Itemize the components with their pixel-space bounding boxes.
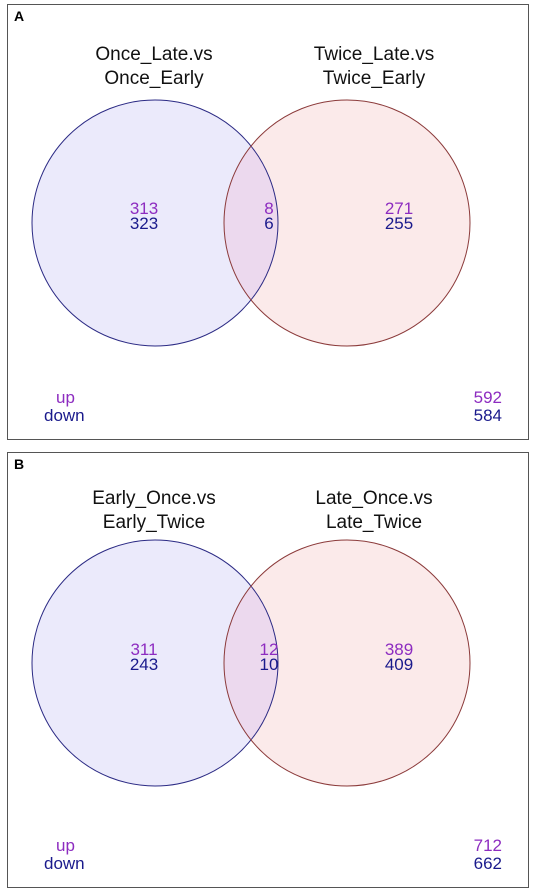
left-set-label-line1: Early_Once.vs: [92, 488, 216, 509]
venn-panel-a: A Once_Late.vs Once_Early Twice_Late.vs …: [7, 4, 529, 440]
right-set-label-line2: Late_Twice: [325, 512, 423, 533]
left-set-outline: [31, 99, 279, 347]
right-only-up: 389: [384, 640, 414, 659]
right-only-count: 389 409: [359, 640, 439, 674]
right-only-up: 271: [384, 199, 414, 218]
left-set-label-line2: Once_Early: [104, 68, 204, 89]
overlap-region: [224, 586, 278, 740]
panel-label: B: [14, 456, 25, 472]
left-only-count: 313 323: [104, 199, 184, 233]
left-set-label-line2: Early_Twice: [102, 512, 206, 533]
overlap-region: [224, 146, 278, 300]
right-only-down: 255: [384, 214, 414, 233]
right-set-circle: [224, 540, 470, 786]
overlap-down: 10: [259, 655, 279, 674]
legend-up: up: [56, 836, 75, 855]
right-set-label-line2: Twice_Early: [322, 68, 426, 89]
total-up: 592: [473, 388, 502, 407]
overlap-down: 6: [264, 214, 274, 233]
overlap-up: 12: [259, 640, 279, 659]
venn-diagram: [31, 99, 471, 347]
legend: up down: [44, 389, 85, 425]
venn-diagram: [31, 539, 471, 787]
total-down: 662: [473, 854, 502, 873]
left-only-count: 311 243: [104, 640, 184, 674]
right-set-label-line1: Twice_Late.vs: [313, 44, 435, 65]
left-only-down: 323: [129, 214, 159, 233]
left-only-down: 243: [129, 655, 159, 674]
legend-up: up: [56, 388, 75, 407]
left-set-circle: [32, 100, 278, 346]
legend-down: down: [44, 406, 85, 425]
right-set-label: Twice_Late.vs Twice_Early: [274, 43, 474, 91]
left-set-label-line1: Once_Late.vs: [95, 44, 213, 65]
right-set-outline: [223, 539, 471, 787]
right-set-outline: [223, 99, 471, 347]
totals: 712 662: [474, 837, 502, 873]
total-up: 712: [473, 836, 502, 855]
panel-label: A: [14, 8, 25, 24]
left-set-label: Early_Once.vs Early_Twice: [54, 487, 254, 535]
total-down: 584: [473, 406, 502, 425]
legend: up down: [44, 837, 85, 873]
right-only-count: 271 255: [359, 199, 439, 233]
totals: 592 584: [474, 389, 502, 425]
overlap-up: 8: [264, 199, 274, 218]
overlap-count: 12 10: [229, 640, 309, 674]
legend-down: down: [44, 854, 85, 873]
left-set-label: Once_Late.vs Once_Early: [54, 43, 254, 91]
left-only-up: 313: [129, 199, 159, 218]
right-set-circle: [224, 100, 470, 346]
overlap-count: 8 6: [229, 199, 309, 233]
right-set-label-line1: Late_Once.vs: [315, 488, 433, 509]
right-only-down: 409: [384, 655, 414, 674]
venn-panel-b: B Early_Once.vs Early_Twice Late_Once.vs…: [7, 452, 529, 888]
left-set-circle: [32, 540, 278, 786]
right-set-label: Late_Once.vs Late_Twice: [274, 487, 474, 535]
left-set-outline: [31, 539, 279, 787]
left-only-up: 311: [130, 640, 158, 659]
